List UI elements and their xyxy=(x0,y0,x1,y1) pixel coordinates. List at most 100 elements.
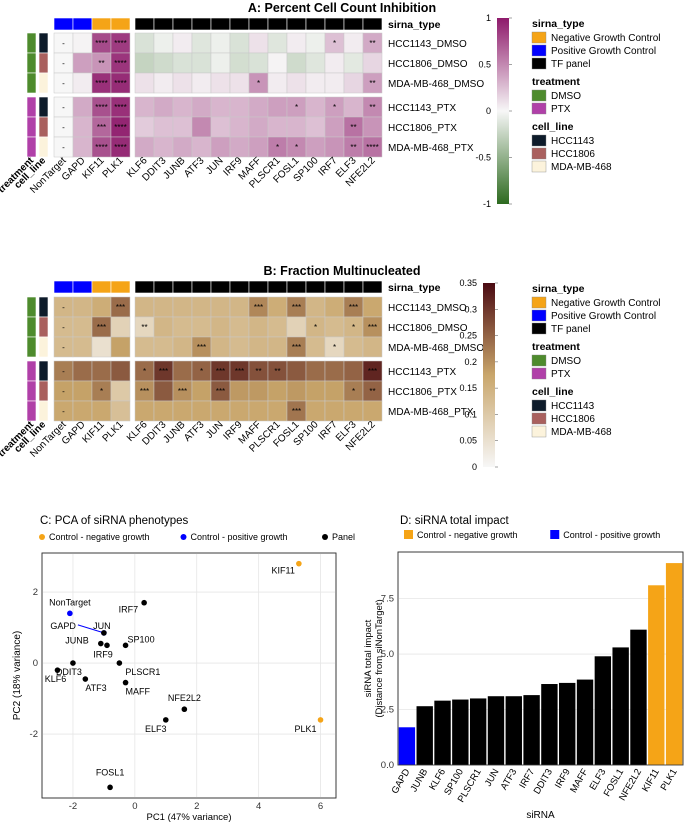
significance-mark: ** xyxy=(98,59,104,68)
significance-mark: ** xyxy=(369,387,375,396)
significance-mark: * xyxy=(257,79,260,88)
pca-legend-dot-neg xyxy=(39,534,45,540)
sirna-type-cell-JUNB xyxy=(172,17,193,31)
heat-cell-HCC1143_PTX-GAPD xyxy=(72,360,93,382)
significance-mark: * xyxy=(352,323,355,332)
legend-title-cell_line: cell_line xyxy=(532,386,574,398)
significance-mark: ** xyxy=(350,143,356,152)
heat-cell-HCC1143_PTX-ELF3 xyxy=(343,360,364,382)
heat-cell-HCC1806_PTX-GAPD xyxy=(72,380,93,402)
significance-mark: - xyxy=(62,343,65,352)
bar-PLSCR1 xyxy=(469,698,487,765)
pca-x-tick: 2 xyxy=(194,801,199,812)
pca-point-PLK1 xyxy=(317,717,324,723)
significance-mark: - xyxy=(62,59,65,68)
heat-cell-HCC1806_DMSO-JUN xyxy=(210,52,231,74)
pca-point-label-KIF11: KIF11 xyxy=(272,566,295,576)
significance-mark: ** xyxy=(274,367,280,376)
pca-title: C: PCA of siRNA phenotypes xyxy=(40,515,189,527)
sirna-type-cell-SP100 xyxy=(305,17,326,31)
significance-mark: - xyxy=(62,123,65,132)
sirna-type-cell-JUN xyxy=(210,17,231,31)
heatmap-b-title: B: Fraction Multinucleated xyxy=(264,264,421,278)
sirna-type-cell-NonTarget xyxy=(53,17,74,31)
bar-PLK1 xyxy=(665,563,683,765)
significance-mark: * xyxy=(200,367,203,376)
heat-cell-MDA-MB-468_DMSO-GAPD xyxy=(72,72,93,94)
heat-cell-HCC1143_DMSO-JUN xyxy=(210,32,231,54)
bar-y-tick: 5.0 xyxy=(381,649,394,660)
bar-GAPD xyxy=(398,727,416,765)
bar-FOSL1 xyxy=(612,647,629,765)
heat-cell-MDA-MB-468_PTX-PLK1 xyxy=(110,400,131,422)
pca-point-label-MAFF: MAFF xyxy=(126,687,151,697)
heat-cell-HCC1806_PTX-PLK1 xyxy=(110,380,131,402)
heat-cell-HCC1806_PTX-PLSCR1 xyxy=(267,380,288,402)
heat-cell-MDA-MB-468_DMSO-SP100 xyxy=(305,72,326,94)
legend-label-DMSO: DMSO xyxy=(551,91,581,102)
significance-mark: *** xyxy=(97,323,106,332)
heat-cell-MDA-MB-468_DMSO-NFE2L2 xyxy=(362,72,383,94)
treatment-cell-MDA-MB-468_DMSO xyxy=(26,336,37,358)
heat-cell-MDA-MB-468_DMSO-IRF9 xyxy=(229,72,250,94)
heat-cell-HCC1143_DMSO-JUN xyxy=(210,296,231,318)
bar-IRF9 xyxy=(559,682,576,765)
significance-mark: *** xyxy=(116,303,125,312)
sirna-type-label: sirna_type xyxy=(388,282,441,294)
bar-y-tick: 0.0 xyxy=(381,760,394,771)
heat-cell-MDA-MB-468_PTX-JUNB xyxy=(172,400,193,422)
heat-cell-HCC1143_PTX-KIF11 xyxy=(91,360,112,382)
pca-plot-area xyxy=(41,552,337,799)
legend-swatch-PTX xyxy=(531,367,547,380)
heat-cell-MDA-MB-468_PTX-JUNB xyxy=(172,136,193,158)
sirna-type-cell-FOSL1 xyxy=(286,280,307,294)
colorbar-tick-label: 0.05 xyxy=(459,436,477,446)
heat-cell-MDA-MB-468_PTX-IRF7 xyxy=(324,136,345,158)
sirna-type-cell-IRF9 xyxy=(229,17,250,31)
legend-swatch-TF panel xyxy=(531,57,547,70)
significance-mark: - xyxy=(62,103,65,112)
heat-cell-MDA-MB-468_DMSO-JUNB xyxy=(172,336,193,358)
significance-mark: *** xyxy=(197,343,206,352)
pca-x-tick: 6 xyxy=(318,801,323,812)
heat-cell-HCC1806_DMSO-GAPD xyxy=(72,316,93,338)
heat-cell-HCC1143_PTX-SP100 xyxy=(305,96,326,118)
heat-cell-HCC1806_DMSO-PLSCR1 xyxy=(267,52,288,74)
heat-cell-MDA-MB-468_DMSO-IRF7 xyxy=(324,72,345,94)
colorbar-tick-label: 0.25 xyxy=(459,331,477,341)
significance-mark: **** xyxy=(366,143,378,152)
sirna-type-cell-PLK1 xyxy=(110,17,131,31)
heat-cell-HCC1143_PTX-MAFF xyxy=(248,96,269,118)
legend-swatch-TF panel xyxy=(531,322,547,335)
pca-point-NonTarget xyxy=(67,610,73,617)
pca-point-label-ATF3: ATF3 xyxy=(85,683,106,693)
significance-mark: *** xyxy=(349,303,358,312)
colorbar-tick-label: -0.5 xyxy=(475,153,491,163)
legend-swatch-MDA-MB-468 xyxy=(531,425,547,438)
bar-y-tick: 7.5 xyxy=(381,594,394,605)
treatment-cell-HCC1143_DMSO xyxy=(26,296,37,318)
heat-cell-HCC1806_DMSO-JUNB xyxy=(172,52,193,74)
significance-mark: ** xyxy=(350,123,356,132)
legend-title-cell_line: cell_line xyxy=(532,121,574,133)
significance-mark: *** xyxy=(254,303,263,312)
legend-label-TF panel: TF panel xyxy=(551,324,590,335)
sirna-type-cell-FOSL1 xyxy=(286,17,307,31)
heat-cell-HCC1143_DMSO-IRF9 xyxy=(229,32,250,54)
legend-label-DMSO: DMSO xyxy=(551,356,581,367)
heat-cell-MDA-MB-468_PTX-DDIT3 xyxy=(153,400,174,422)
row-label-HCC1806_DMSO: HCC1806_DMSO xyxy=(388,59,468,70)
significance-mark: **** xyxy=(114,79,126,88)
bar-KIF11 xyxy=(648,585,665,765)
heat-cell-HCC1143_DMSO-GAPD xyxy=(72,296,93,318)
significance-mark: - xyxy=(62,143,65,152)
cell-line-cell-MDA-MB-468_DMSO xyxy=(38,336,49,358)
sirna-type-cell-IRF9 xyxy=(229,280,250,294)
sirna-type-cell-PLSCR1 xyxy=(267,280,288,294)
heat-cell-HCC1806_PTX-JUNB xyxy=(172,116,193,138)
heat-cell-HCC1143_DMSO-GAPD xyxy=(72,32,93,54)
significance-mark: - xyxy=(62,39,65,48)
heat-cell-HCC1806_PTX-MAFF xyxy=(248,380,269,402)
heat-cell-HCC1806_DMSO-IRF9 xyxy=(229,316,250,338)
pca-point-label-JUN: JUN xyxy=(93,621,111,631)
